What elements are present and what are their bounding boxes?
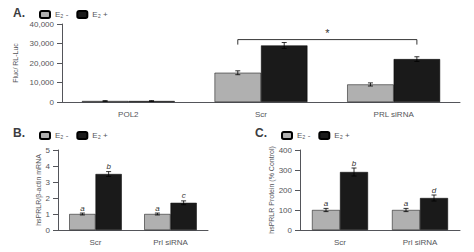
svg-text:4: 4 — [46, 162, 51, 171]
svg-text:200: 200 — [279, 186, 293, 195]
svg-text:3: 3 — [46, 178, 51, 187]
svg-text:Scr: Scr — [90, 238, 102, 247]
svg-text:b: b — [106, 162, 111, 171]
svg-text:10,000: 10,000 — [30, 78, 55, 87]
svg-text:1: 1 — [46, 210, 51, 219]
svg-text:E₂ -: E₂ - — [297, 131, 311, 140]
svg-text:5: 5 — [46, 146, 51, 155]
svg-text:B.: B. — [13, 126, 25, 140]
svg-text:A.: A. — [13, 6, 25, 20]
svg-text:PRL siRNA: PRL siRNA — [374, 110, 415, 119]
svg-text:d: d — [432, 186, 437, 195]
svg-text:C.: C. — [255, 126, 267, 140]
svg-text:POL2: POL2 — [118, 110, 139, 119]
svg-text:0: 0 — [288, 226, 293, 235]
svg-text:b: b — [352, 159, 357, 168]
svg-text:E₂ +: E₂ + — [92, 10, 108, 19]
svg-text:a: a — [80, 204, 85, 213]
svg-text:20,000: 20,000 — [30, 59, 55, 68]
svg-text:Prl siRNA: Prl siRNA — [403, 238, 438, 247]
svg-text:0: 0 — [46, 226, 51, 235]
svg-text:a: a — [155, 204, 160, 213]
svg-text:2: 2 — [46, 194, 51, 203]
svg-text:c: c — [182, 191, 186, 200]
svg-text:E₂ +: E₂ + — [92, 131, 108, 140]
svg-text:E₂ -: E₂ - — [55, 10, 69, 19]
svg-text:a: a — [324, 199, 329, 208]
svg-text:hsPRLR Protein (% Control): hsPRLR Protein (% Control) — [268, 146, 276, 234]
svg-text:0: 0 — [50, 98, 55, 107]
svg-text:30,000: 30,000 — [30, 39, 55, 48]
svg-text:Prl siRNA: Prl siRNA — [153, 238, 188, 247]
svg-text:E₂ -: E₂ - — [55, 131, 69, 140]
svg-text:*: * — [325, 27, 330, 39]
svg-text:a: a — [404, 199, 409, 208]
svg-text:Scr: Scr — [255, 110, 267, 119]
svg-text:300: 300 — [279, 166, 293, 175]
svg-text:E₂ +: E₂ + — [334, 131, 350, 140]
svg-text:100: 100 — [279, 206, 293, 215]
svg-text:Fluc/ RL-Luc: Fluc/ RL-Luc — [12, 43, 19, 83]
svg-text:40,000: 40,000 — [30, 20, 55, 29]
svg-text:hsPRLR/β-actin mRNA: hsPRLR/β-actin mRNA — [35, 154, 43, 226]
svg-text:400: 400 — [279, 146, 293, 155]
svg-text:Scr: Scr — [334, 238, 346, 247]
